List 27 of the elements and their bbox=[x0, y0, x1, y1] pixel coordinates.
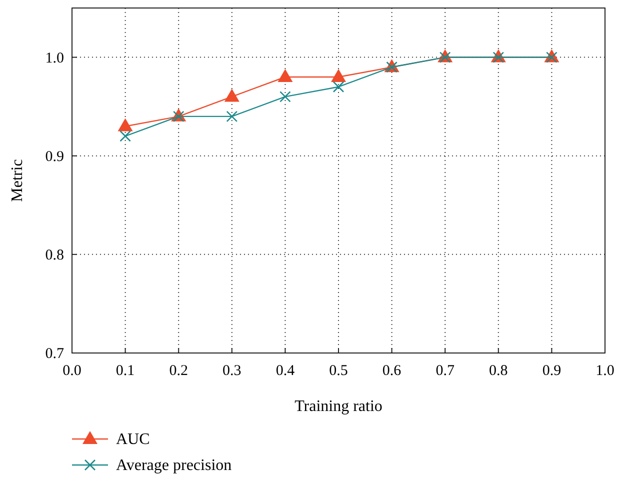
x-tick-label: 0.2 bbox=[169, 363, 188, 379]
point bbox=[331, 69, 346, 82]
x-tick-label: 0.5 bbox=[329, 363, 348, 379]
x-tick-label: 0.3 bbox=[222, 363, 242, 379]
x-tick-label: 1.0 bbox=[596, 363, 614, 379]
x-tick-label: 0.0 bbox=[62, 363, 82, 379]
x-axis-title: Training ratio bbox=[294, 398, 382, 415]
point bbox=[332, 81, 344, 93]
y-tick-label: 0.9 bbox=[45, 148, 64, 165]
x-tick-label: 0.1 bbox=[116, 363, 135, 379]
x-tick-label: 0.9 bbox=[542, 363, 562, 379]
point bbox=[224, 88, 240, 102]
x-tick-label: 0.7 bbox=[436, 363, 455, 379]
y-tick-label: 0.7 bbox=[45, 346, 64, 362]
x-tick-label: 0.4 bbox=[276, 363, 296, 379]
legend-label: Average precision bbox=[116, 457, 232, 474]
y-tick-label: 1.0 bbox=[45, 50, 64, 66]
y-axis-title: Metric bbox=[9, 159, 26, 202]
point bbox=[120, 130, 131, 142]
point bbox=[118, 118, 133, 132]
y-tick-label: 0.8 bbox=[45, 247, 64, 264]
x-tick-label: 0.6 bbox=[382, 363, 402, 379]
x-tick-label: 0.8 bbox=[489, 363, 508, 379]
point bbox=[280, 91, 291, 102]
legend-label: AUC bbox=[116, 431, 150, 448]
point bbox=[226, 110, 238, 122]
point bbox=[278, 69, 293, 82]
